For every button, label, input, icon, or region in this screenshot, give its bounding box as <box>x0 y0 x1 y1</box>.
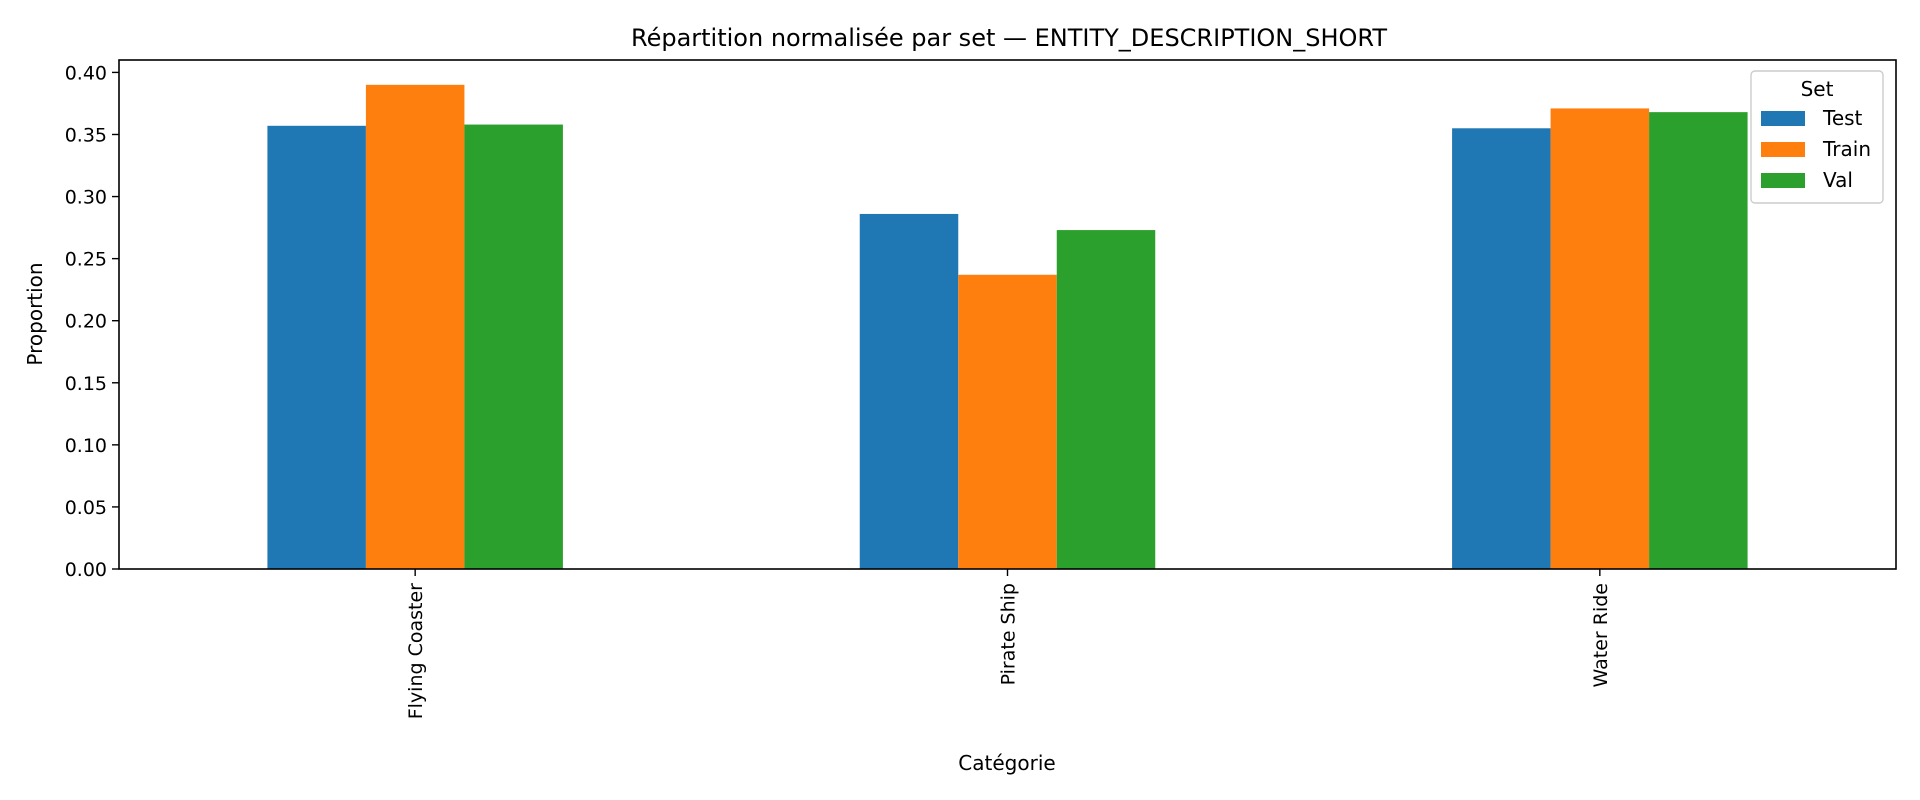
bar-val-2 <box>1649 112 1748 569</box>
bar-val-1 <box>1056 230 1156 569</box>
legend: Set Test Train Val <box>1750 70 1884 204</box>
legend-title: Set <box>1801 77 1834 101</box>
legend-swatch-test <box>1761 111 1805 126</box>
y-tick-label: 0.05 <box>65 497 107 519</box>
x-axis: Flying Coaster Pirate Ship Water Ride <box>405 569 1612 719</box>
legend-label-train: Train <box>1822 137 1871 161</box>
bars-layer <box>267 84 1748 570</box>
y-tick-label: 0.15 <box>65 373 107 395</box>
y-tick-label: 0.10 <box>65 435 107 457</box>
y-tick-label: 0.40 <box>65 62 107 84</box>
chart-title: Répartition normalisée par set — ENTITY_… <box>631 24 1387 52</box>
x-tick-label: Flying Coaster <box>405 583 427 719</box>
x-axis-title: Catégorie <box>958 751 1055 775</box>
x-tick-label: Pirate Ship <box>998 583 1020 685</box>
bar-train-0 <box>365 84 465 569</box>
plot-frame <box>118 59 1897 570</box>
bar-test-0 <box>267 125 366 570</box>
bar-val-0 <box>464 124 563 570</box>
y-tick-label: 0.00 <box>65 559 107 581</box>
y-axis-title: Proportion <box>23 262 47 365</box>
y-tick-label: 0.25 <box>65 249 107 271</box>
bar-train-1 <box>958 274 1057 569</box>
legend-swatch-train <box>1761 142 1805 157</box>
y-tick-label: 0.20 <box>65 311 107 333</box>
legend-label-test: Test <box>1822 106 1863 130</box>
y-tick-label: 0.30 <box>65 187 107 209</box>
y-tick-label: 0.35 <box>65 124 107 146</box>
legend-label-val: Val <box>1823 168 1853 192</box>
bar-test-2 <box>1452 128 1551 569</box>
legend-box <box>1750 70 1884 204</box>
bar-train-2 <box>1550 108 1650 569</box>
legend-swatch-val <box>1761 173 1805 188</box>
bar-test-1 <box>859 213 959 569</box>
y-axis: 0.00 0.05 0.10 0.15 0.20 0.25 0.30 0.35 0.40 <box>65 62 119 581</box>
x-tick-label: Water Ride <box>1590 583 1612 687</box>
